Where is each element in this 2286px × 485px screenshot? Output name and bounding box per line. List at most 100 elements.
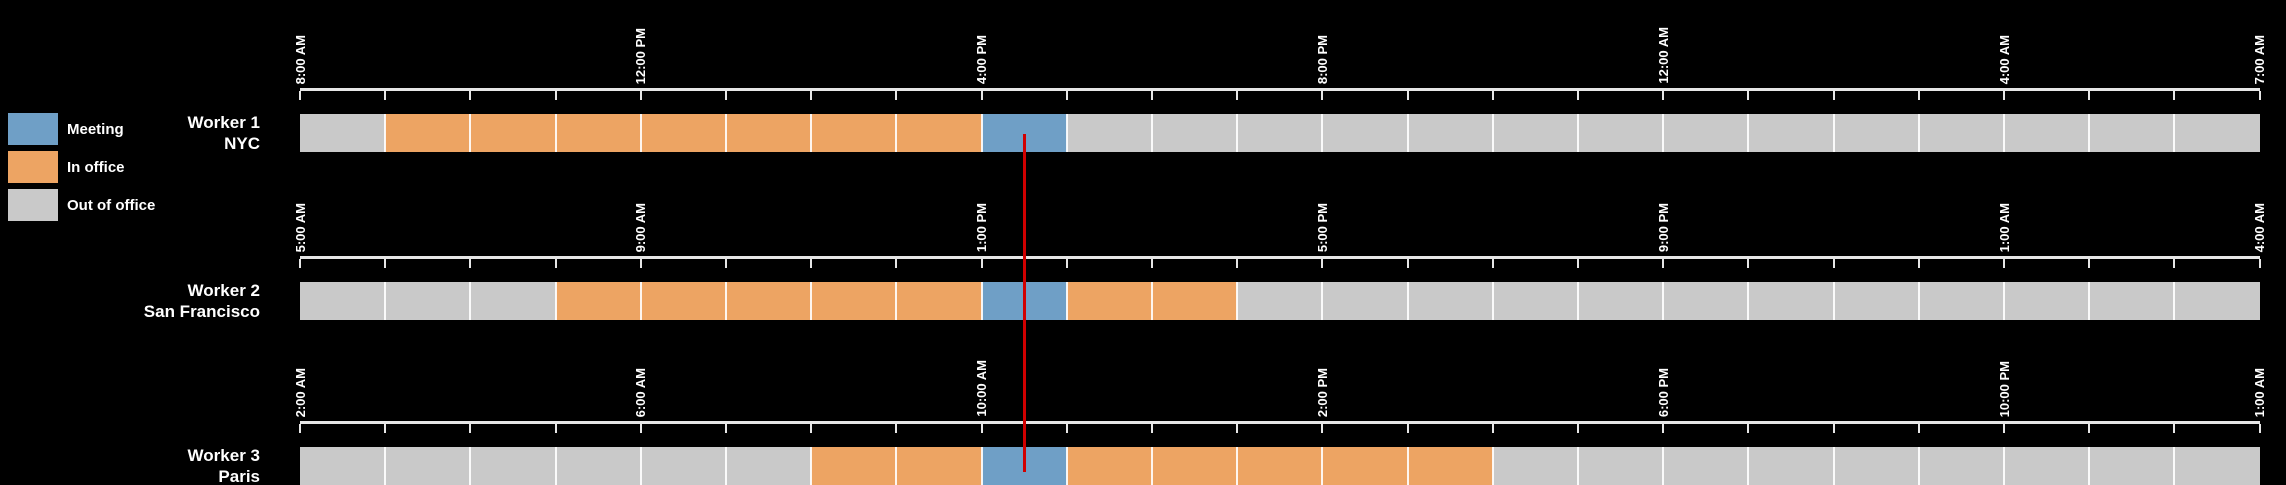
hour-tick-label: 1:00 AM bbox=[2220, 335, 2286, 417]
hour-tick bbox=[1832, 259, 1835, 268]
hour-separator bbox=[2003, 114, 2005, 152]
hour-tick-label: 1:00 AM bbox=[1964, 170, 2044, 252]
hour-tick-label-text: 1:00 AM bbox=[2252, 367, 2268, 417]
hour-tick bbox=[639, 259, 642, 268]
hour-tick-label-text: 4:00 AM bbox=[2252, 202, 2268, 252]
hour-separator bbox=[1832, 114, 1835, 152]
hour-tick-label-text: 2:00 AM bbox=[292, 367, 308, 417]
hour-tick bbox=[1151, 91, 1153, 100]
hour-tick bbox=[1491, 91, 1494, 100]
hour-tick bbox=[895, 424, 898, 433]
hour-separator bbox=[639, 447, 642, 485]
hour-tick-label-text: 6:00 PM bbox=[1655, 367, 1671, 417]
hour-separator bbox=[1917, 447, 1920, 485]
hour-separator bbox=[2003, 282, 2005, 320]
hour-tick-label: 5:00 AM bbox=[260, 170, 340, 252]
hour-separator bbox=[725, 114, 727, 152]
hour-tick bbox=[1577, 91, 1579, 100]
worker-location: San Francisco bbox=[143, 302, 260, 321]
hour-tick bbox=[810, 259, 813, 268]
hour-tick bbox=[2173, 259, 2176, 268]
hour-tick bbox=[725, 259, 727, 268]
hour-separator bbox=[725, 447, 727, 485]
hour-separator bbox=[554, 447, 557, 485]
hour-tick bbox=[299, 424, 301, 433]
hour-separator bbox=[1917, 282, 1920, 320]
hour-tick bbox=[1406, 424, 1409, 433]
hour-tick bbox=[1151, 259, 1153, 268]
hour-separator bbox=[1065, 114, 1068, 152]
hour-tick-label: 4:00 AM bbox=[2220, 170, 2286, 252]
hour-tick bbox=[299, 91, 301, 100]
hour-tick bbox=[639, 424, 642, 433]
hour-tick bbox=[554, 424, 557, 433]
hour-tick-label: 9:00 AM bbox=[601, 170, 681, 252]
out-of-office-color-swatch bbox=[8, 189, 58, 221]
hour-tick-label: 8:00 AM bbox=[260, 2, 340, 84]
hour-separator bbox=[980, 447, 983, 485]
hour-tick-label: 9:00 PM bbox=[1623, 170, 1703, 252]
hour-tick-label-text: 2:00 PM bbox=[1314, 367, 1330, 417]
hour-tick bbox=[895, 259, 898, 268]
timeline-row-worker-3: Worker 3 Paris 2:00 AM 6:00 AM 10:00 AM 2:0… bbox=[0, 333, 2286, 485]
hour-separator bbox=[2173, 282, 2176, 320]
hour-separator bbox=[1321, 114, 1324, 152]
hour-tick bbox=[1662, 91, 1665, 100]
hour-separator bbox=[1747, 114, 1750, 152]
timeline-row-worker-1: Worker 1 NYC 8:00 AM 12:00 PM 4:00 PM 8:00 … bbox=[0, 0, 2286, 153]
hour-separator bbox=[2173, 447, 2176, 485]
hour-tick bbox=[1065, 259, 1068, 268]
hour-tick-label: 12:00 PM bbox=[601, 2, 681, 84]
hour-separator bbox=[895, 282, 898, 320]
meeting-time-marker-line bbox=[1022, 134, 1026, 472]
hour-separator bbox=[1151, 447, 1153, 485]
hour-separator bbox=[1577, 447, 1579, 485]
schedule-segment-in-office bbox=[555, 282, 982, 320]
hour-separator bbox=[1662, 114, 1665, 152]
hour-tick-label: 8:00 PM bbox=[1282, 2, 1362, 84]
hour-tick bbox=[980, 259, 983, 268]
hour-separator bbox=[810, 114, 813, 152]
hour-tick-label: 1:00 PM bbox=[942, 170, 1022, 252]
hour-tick bbox=[1236, 424, 1239, 433]
hour-separator bbox=[639, 114, 642, 152]
schedule-segment-out-of-office bbox=[300, 282, 556, 320]
hour-tick bbox=[1321, 259, 1324, 268]
legend-item-in-office: In office bbox=[8, 151, 125, 183]
worker-name: Worker 3 bbox=[187, 446, 260, 465]
hour-tick bbox=[2173, 91, 2176, 100]
hour-separator bbox=[1406, 447, 1409, 485]
meeting-color-swatch bbox=[8, 113, 58, 145]
hour-tick-label: 6:00 AM bbox=[601, 335, 681, 417]
hour-tick bbox=[895, 91, 898, 100]
hour-tick bbox=[2003, 424, 2005, 433]
hour-tick bbox=[1236, 91, 1239, 100]
hour-axis-line bbox=[300, 256, 2260, 259]
hour-separator bbox=[1321, 282, 1324, 320]
hour-separator bbox=[895, 114, 898, 152]
hour-tick-label-text: 10:00 PM bbox=[1996, 360, 2012, 417]
hour-separator bbox=[469, 114, 472, 152]
hour-tick bbox=[2003, 259, 2005, 268]
hour-separator bbox=[1236, 282, 1239, 320]
hour-axis-line bbox=[300, 421, 2260, 424]
hour-separator bbox=[554, 114, 557, 152]
hour-tick bbox=[1577, 259, 1579, 268]
hour-separator bbox=[1832, 447, 1835, 485]
hour-tick bbox=[1832, 91, 1835, 100]
hour-separator bbox=[2088, 282, 2091, 320]
hour-tick-label-text: 8:00 PM bbox=[1314, 34, 1330, 84]
hour-tick bbox=[384, 259, 387, 268]
hour-separator bbox=[1747, 447, 1750, 485]
hour-separator bbox=[2173, 114, 2176, 152]
hour-tick-label: 7:00 AM bbox=[2220, 2, 2286, 84]
hour-tick bbox=[2173, 424, 2176, 433]
hour-separator bbox=[469, 447, 472, 485]
hour-tick bbox=[1662, 259, 1665, 268]
hour-tick-label-text: 12:00 AM bbox=[1655, 27, 1671, 84]
schedule-segment-out-of-office bbox=[1492, 447, 2260, 485]
hour-tick-label-text: 7:00 AM bbox=[2252, 34, 2268, 84]
schedule-segment-out-of-office bbox=[300, 114, 386, 152]
hour-separator bbox=[1577, 114, 1579, 152]
